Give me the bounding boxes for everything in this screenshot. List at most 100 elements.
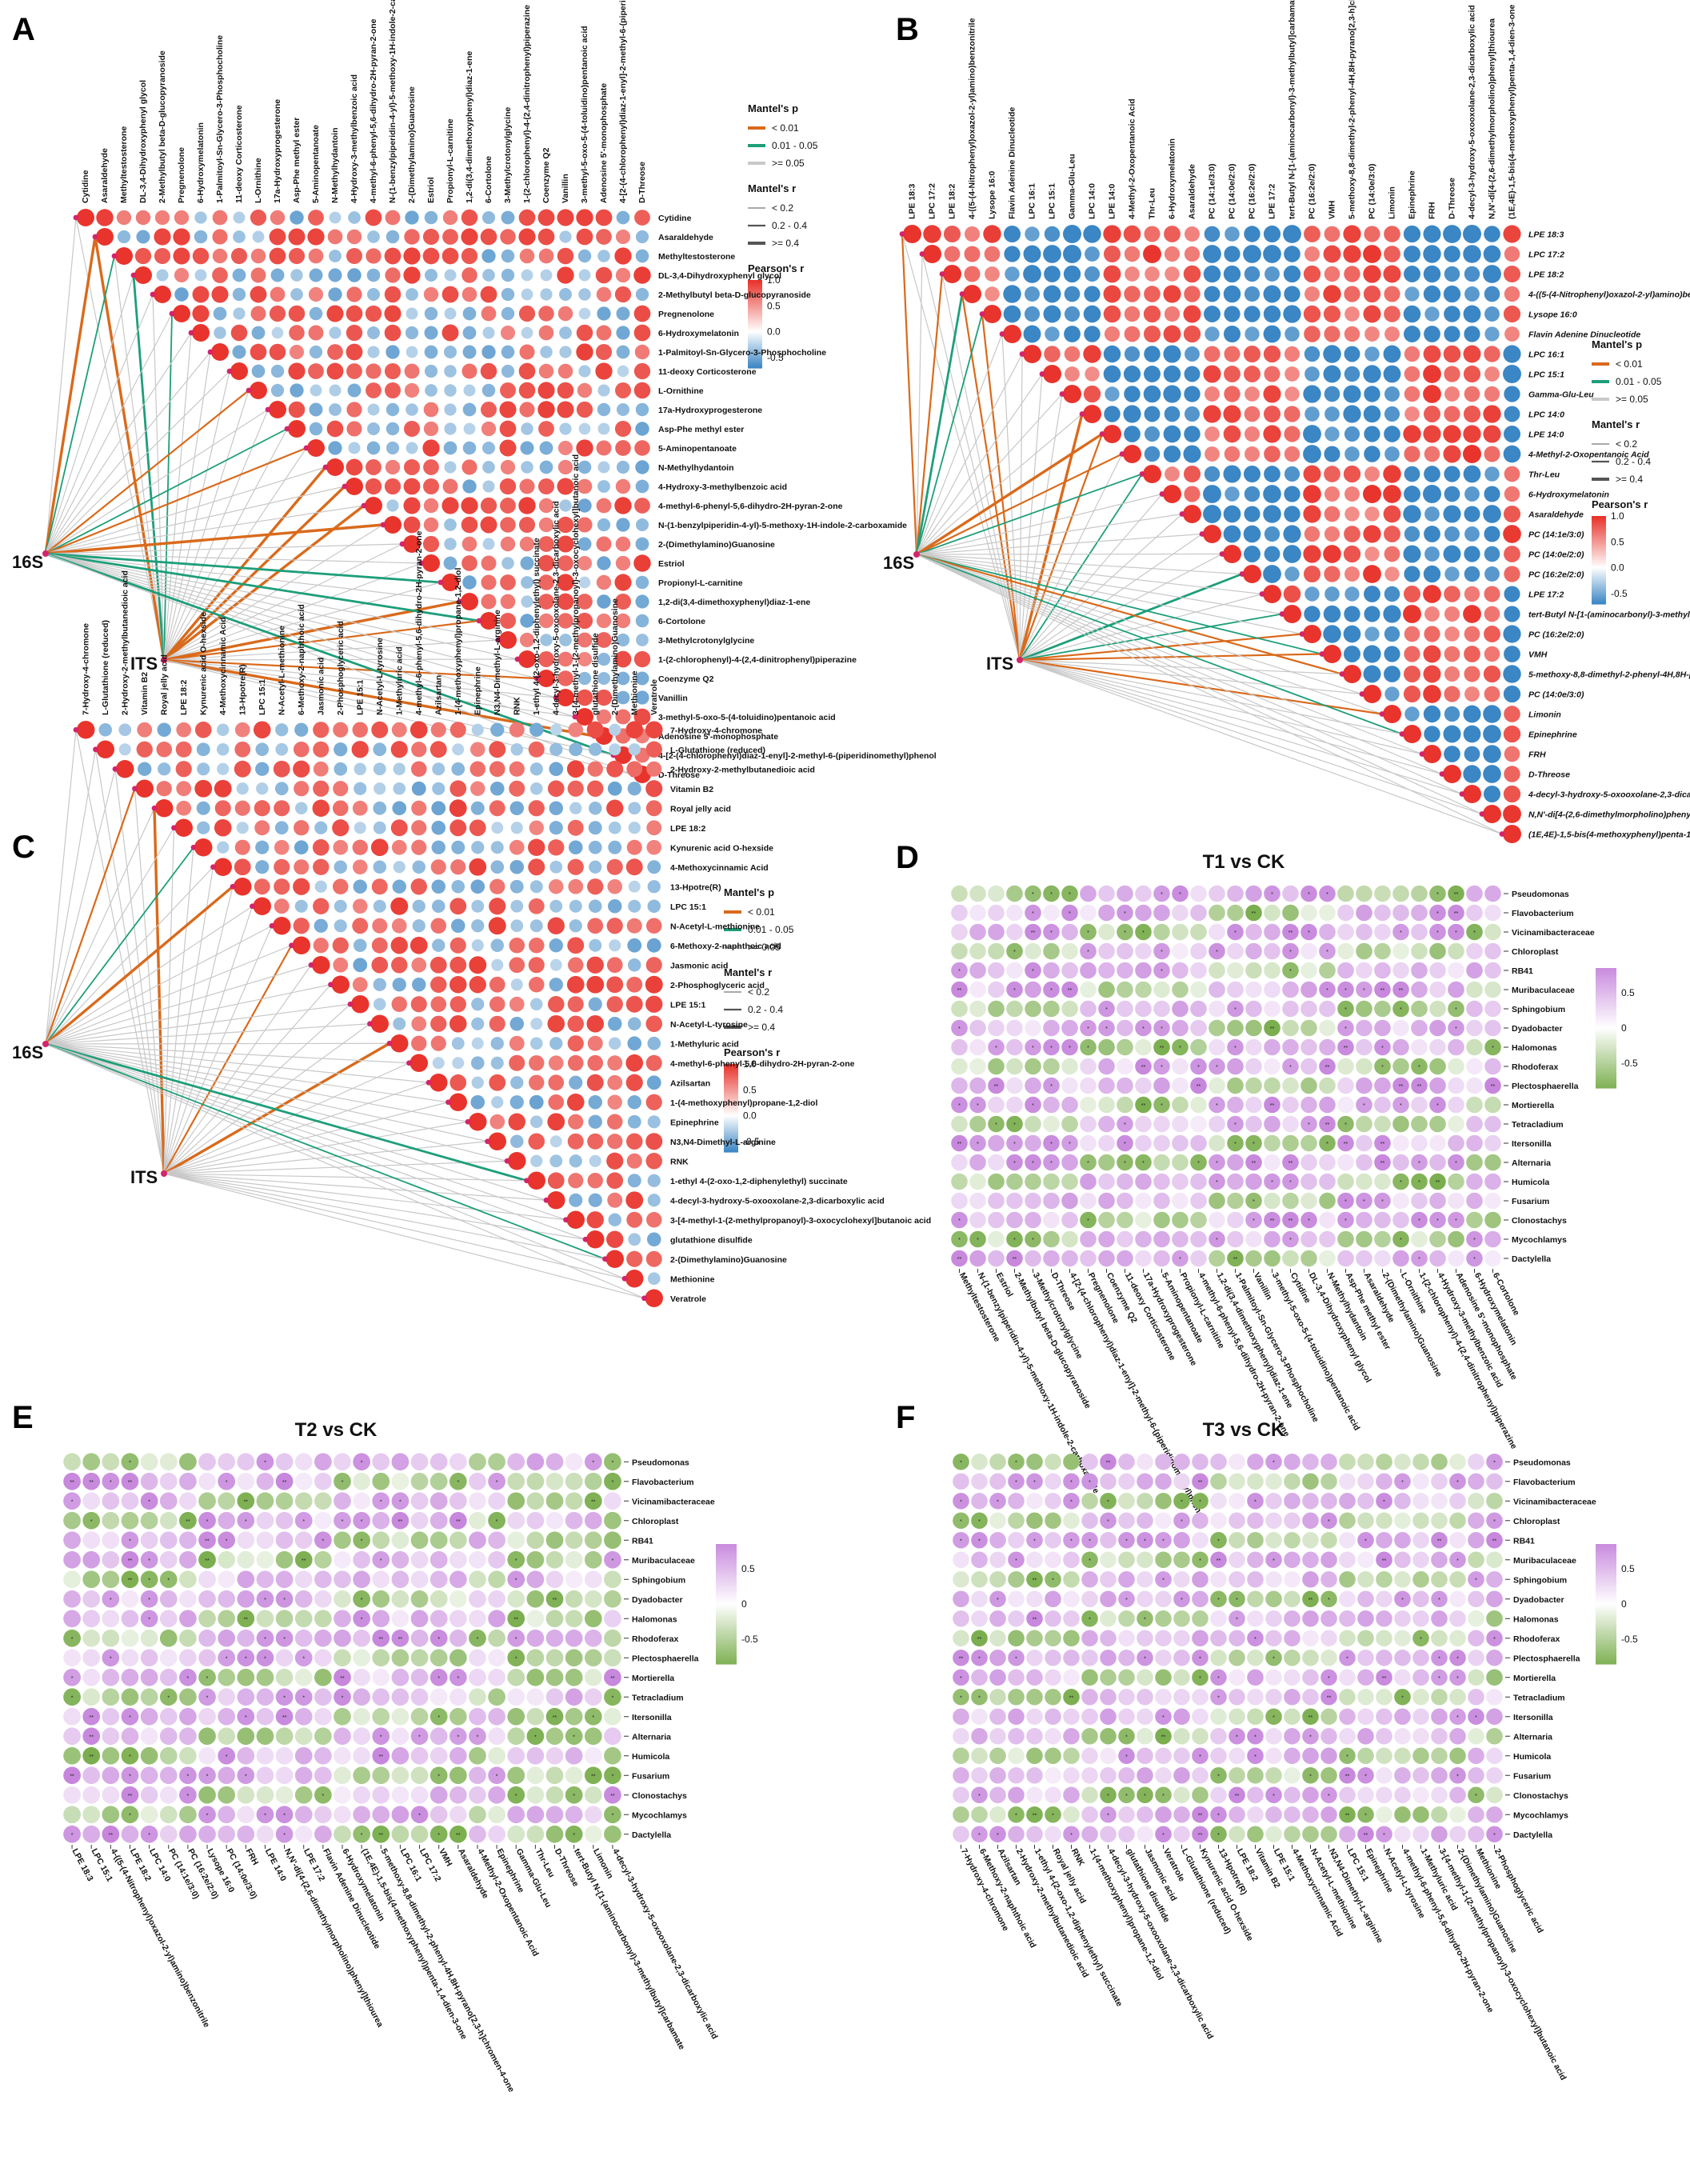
corr-cell <box>1383 705 1401 723</box>
heatmap-cell <box>1192 1610 1209 1627</box>
corr-cell <box>606 976 624 994</box>
heatmap-cell <box>1356 1211 1372 1229</box>
sig-mark: * <box>1455 1007 1457 1013</box>
heatmap-cell <box>1227 1192 1244 1210</box>
sig-mark: * <box>1107 1794 1109 1799</box>
heatmap-cell <box>1429 1000 1446 1018</box>
col-label: L-Ornithine <box>254 158 263 203</box>
row-label: 1-Methyluric acid <box>670 1039 739 1049</box>
heatmap-cell <box>1210 1786 1227 1804</box>
corr-cell <box>616 690 630 705</box>
heatmap-cell <box>1468 1727 1484 1745</box>
corr-cell <box>616 345 630 359</box>
heatmap-cell <box>121 1570 139 1589</box>
corr-cell <box>587 1173 603 1189</box>
corr-cell <box>488 1132 506 1150</box>
corr-cell <box>645 995 663 1013</box>
heatmap-cell <box>1320 1610 1337 1627</box>
metabolite-node <box>1219 551 1225 557</box>
heatmap-cell <box>1043 1077 1060 1094</box>
heatmap-cell <box>1192 1649 1209 1666</box>
row-label: Methionine <box>670 1274 715 1284</box>
pearson-colorbar-seg <box>724 1074 738 1078</box>
corr-cell <box>1064 326 1081 342</box>
corr-cell <box>539 460 553 474</box>
corr-cell <box>429 741 447 758</box>
corr-cell <box>96 209 114 226</box>
sig-mark: ** <box>1380 1142 1385 1147</box>
colorbar-seg <box>716 1599 737 1602</box>
row-label: L-Ornithine <box>658 386 704 396</box>
mantel-edge <box>45 906 253 1045</box>
heatmap-cell <box>1192 1806 1209 1823</box>
heatmap-cell <box>275 1707 294 1726</box>
heatmap-cell <box>237 1492 255 1510</box>
corr-cell <box>1143 385 1161 403</box>
sig-mark: ** <box>340 1676 345 1682</box>
heatmap-cell <box>1045 1473 1061 1490</box>
corr-cell <box>1464 686 1480 702</box>
corr-cell <box>471 723 484 736</box>
heatmap-cell <box>1117 1000 1133 1018</box>
pearson-colorbar-seg <box>748 284 762 287</box>
metabolite-node <box>230 883 236 890</box>
heatmap-cell <box>971 1806 988 1823</box>
corr-cell <box>403 516 421 534</box>
corr-cell <box>463 422 476 435</box>
heatmap-cell <box>63 1492 81 1510</box>
heatmap-cell <box>1247 1473 1264 1490</box>
taxon-label: Sphingobium <box>632 1575 685 1585</box>
heatmap-cell <box>971 1649 988 1666</box>
heatmap-cell <box>1006 1058 1023 1075</box>
heatmap-cell <box>1229 1473 1245 1490</box>
heatmap-cell <box>1227 1134 1244 1152</box>
heatmap-cell <box>237 1786 255 1804</box>
heatmap-cell <box>989 1531 1006 1549</box>
colorbar-seg <box>716 1659 737 1662</box>
corr-cell <box>1163 425 1181 443</box>
heatmap-cell <box>1300 923 1317 941</box>
heatmap-cell <box>1429 962 1446 979</box>
corr-cell <box>312 956 330 974</box>
corr-cell <box>1323 365 1341 383</box>
sig-mark: * <box>187 1774 190 1779</box>
pearson-colorbar-seg <box>748 352 762 356</box>
colorbar-seg <box>1596 1040 1616 1043</box>
heatmap-cell <box>1339 1570 1356 1588</box>
corr-cell <box>461 497 478 514</box>
colorbar-seg <box>1596 1642 1616 1646</box>
corr-cell <box>587 918 604 934</box>
heatmap-cell <box>584 1766 602 1785</box>
row-label: D-Threose <box>1528 770 1570 780</box>
heatmap-cell <box>1357 1649 1374 1666</box>
corr-cell <box>1143 305 1161 323</box>
pearson-colorbar-seg <box>724 1147 738 1150</box>
heatmap-cell <box>1264 1211 1280 1229</box>
heatmap-cell <box>121 1786 139 1804</box>
heatmap-cell <box>1486 1473 1503 1490</box>
mantel-r-level: < 0.2 <box>772 202 793 214</box>
corr-cell <box>386 345 400 359</box>
corr-cell <box>518 305 536 322</box>
corr-cell <box>1383 505 1401 523</box>
corr-cell <box>635 460 649 474</box>
heatmap-cell <box>159 1590 178 1608</box>
corr-cell <box>501 364 515 378</box>
corr-cell <box>1163 485 1181 503</box>
corr-cell <box>1444 686 1460 702</box>
heatmap-cell <box>1081 1747 1098 1765</box>
heatmap-cell <box>334 1825 351 1843</box>
corr-cell <box>1223 525 1241 543</box>
mantel-edge <box>916 554 1483 815</box>
sig-mark: * <box>1438 1676 1440 1682</box>
row-label: PC (14:1e/3:0) <box>1528 530 1584 540</box>
corr-cell <box>333 957 349 973</box>
heatmap-cell <box>410 1688 429 1706</box>
metabolite-node <box>457 598 463 605</box>
heatmap-cell <box>256 1766 274 1785</box>
sig-mark: * <box>361 1519 363 1525</box>
heatmap-cell <box>604 1806 621 1824</box>
corr-cell <box>1003 305 1021 323</box>
heatmap-cell <box>1100 1610 1117 1627</box>
heatmap-cell <box>1282 1019 1299 1037</box>
